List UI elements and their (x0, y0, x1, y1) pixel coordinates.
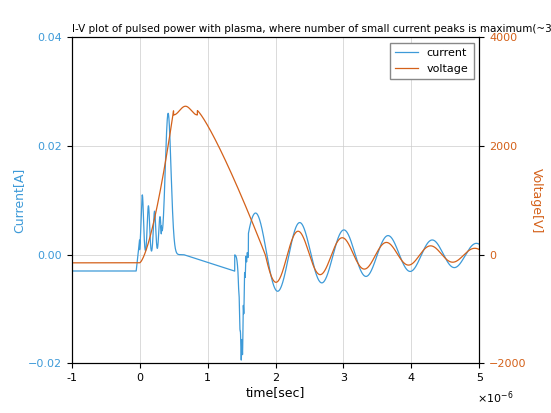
X-axis label: time[sec]: time[sec] (246, 386, 305, 399)
voltage (371, 256, 377, 261)
voltage (392, 249, 399, 254)
Y-axis label: Current[A]: Current[A] (12, 168, 25, 233)
Text: $\times10^{-6}$: $\times10^{-6}$ (477, 389, 513, 406)
voltage (89, 260, 95, 265)
voltage (327, 254, 334, 259)
voltage (216, 145, 223, 150)
voltage (310, 262, 316, 267)
Legend: current, voltage: current, voltage (390, 43, 474, 79)
voltage (273, 280, 279, 285)
Line: voltage: voltage (72, 106, 479, 282)
Y-axis label: Voltage[V]: Voltage[V] (530, 168, 543, 233)
voltage (182, 104, 189, 109)
current (476, 242, 483, 247)
current (165, 111, 171, 116)
current (216, 263, 223, 268)
voltage (68, 260, 75, 265)
voltage (476, 247, 483, 252)
current (327, 261, 334, 266)
current (89, 268, 95, 273)
current (68, 268, 75, 273)
current (238, 358, 245, 363)
current (392, 243, 399, 248)
Line: current: current (72, 113, 479, 360)
current (371, 261, 377, 266)
Text: I-V plot of pulsed power with plasma, where number of small current peaks is max: I-V plot of pulsed power with plasma, wh… (72, 24, 551, 33)
current (310, 260, 316, 265)
